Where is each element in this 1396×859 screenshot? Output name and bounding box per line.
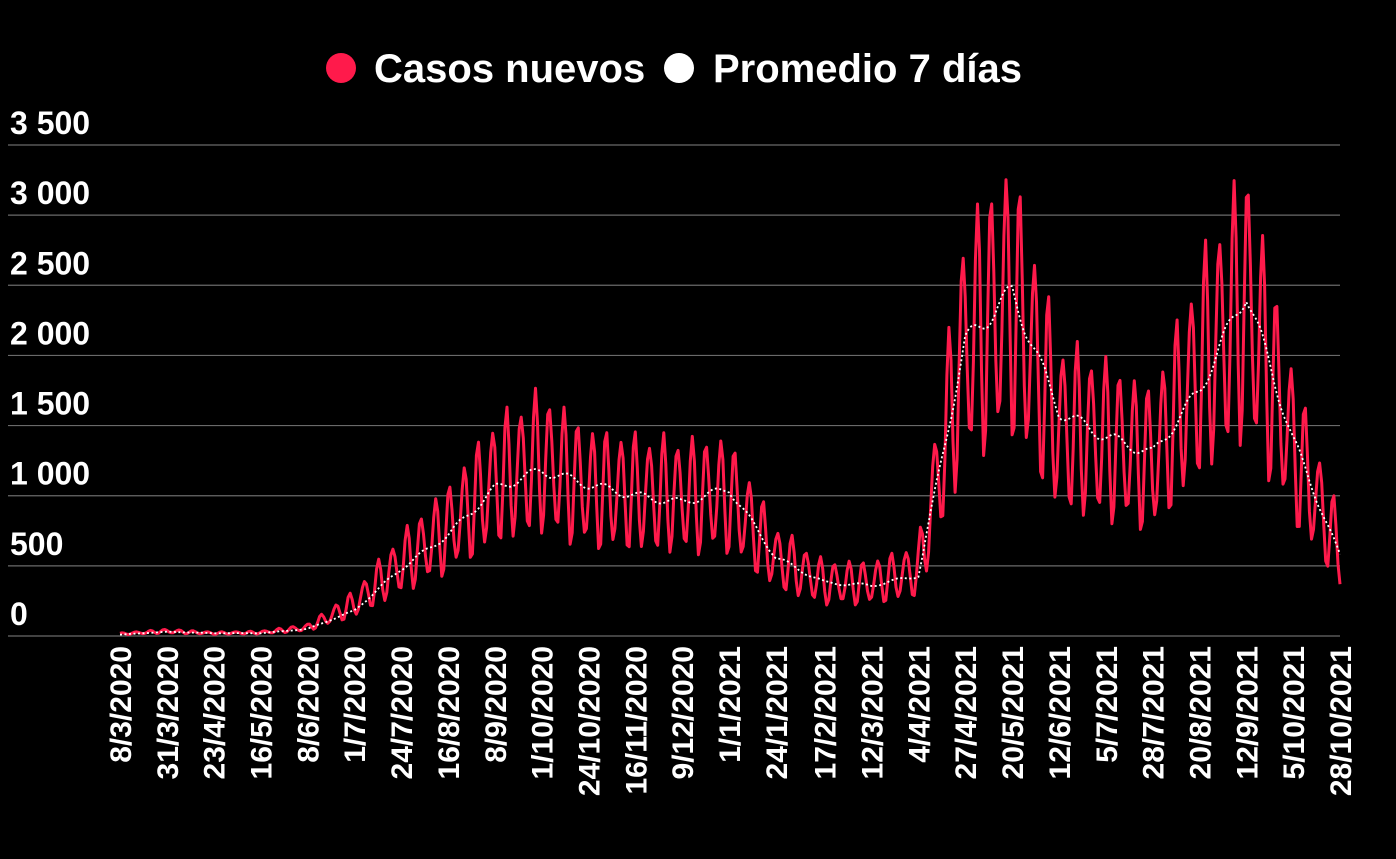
x-tick-label: 27/4/2021 [950, 646, 983, 779]
y-tick-label: 3 500 [10, 105, 90, 141]
y-tick-label: 0 [10, 596, 28, 632]
x-tick-label: 8/6/2020 [292, 646, 325, 763]
x-tick-label: 16/8/2020 [433, 646, 466, 779]
x-tick-label: 8/3/2020 [105, 646, 138, 763]
legend-label-promedio: Promedio 7 días [713, 47, 1022, 91]
x-tick-label: 28/7/2021 [1138, 646, 1171, 779]
y-tick-label: 2 000 [10, 315, 90, 351]
legend: Casos nuevos Promedio 7 días [326, 47, 1022, 91]
x-tick-label: 28/10/2021 [1325, 646, 1358, 796]
x-tick-label: 9/12/2020 [667, 646, 700, 779]
x-tick-label: 24/10/2020 [573, 646, 606, 796]
x-tick-label: 23/4/2020 [199, 646, 232, 779]
x-tick-label: 20/8/2021 [1184, 646, 1217, 779]
y-tick-label: 500 [10, 526, 63, 562]
series [119, 178, 1342, 636]
y-axis: 0 500 1 000 1 500 2 000 2 500 3 000 3 500 [10, 105, 90, 632]
x-tick-label: 1/7/2020 [339, 646, 372, 763]
x-tick-label: 1/1/2021 [714, 646, 747, 763]
x-tick-label: 5/7/2021 [1091, 646, 1124, 763]
grid [8, 144, 1340, 637]
legend-label-casos: Casos nuevos [374, 47, 645, 91]
legend-marker-promedio [664, 53, 694, 83]
legend-marker-casos [326, 53, 356, 83]
x-tick-label: 5/10/2021 [1278, 646, 1311, 779]
x-tick-label: 8/9/2020 [480, 646, 513, 763]
x-tick-label: 1/10/2020 [527, 646, 560, 779]
x-tick-label: 12/3/2021 [857, 646, 890, 779]
x-tick-label: 4/4/2021 [903, 646, 936, 763]
x-tick-label: 20/5/2021 [997, 646, 1030, 779]
x-tick-label: 24/7/2020 [386, 646, 419, 779]
y-tick-label: 1 500 [10, 386, 90, 422]
x-tick-label: 12/6/2021 [1044, 646, 1077, 779]
x-tick-label: 16/5/2020 [246, 646, 279, 779]
y-tick-label: 1 000 [10, 456, 90, 492]
y-tick-label: 3 000 [10, 175, 90, 211]
x-tick-label: 16/11/2020 [620, 646, 653, 795]
x-axis: 8/3/2020 31/3/2020 23/4/2020 16/5/2020 8/6/2… [105, 646, 1358, 796]
y-tick-label: 2 500 [10, 245, 90, 281]
x-tick-label: 31/3/2020 [152, 646, 185, 779]
series-line-casos-nuevos [119, 178, 1342, 636]
x-tick-label: 17/2/2021 [810, 646, 843, 779]
x-tick-label: 24/1/2021 [761, 646, 794, 779]
x-tick-label: 12/9/2021 [1231, 646, 1264, 779]
